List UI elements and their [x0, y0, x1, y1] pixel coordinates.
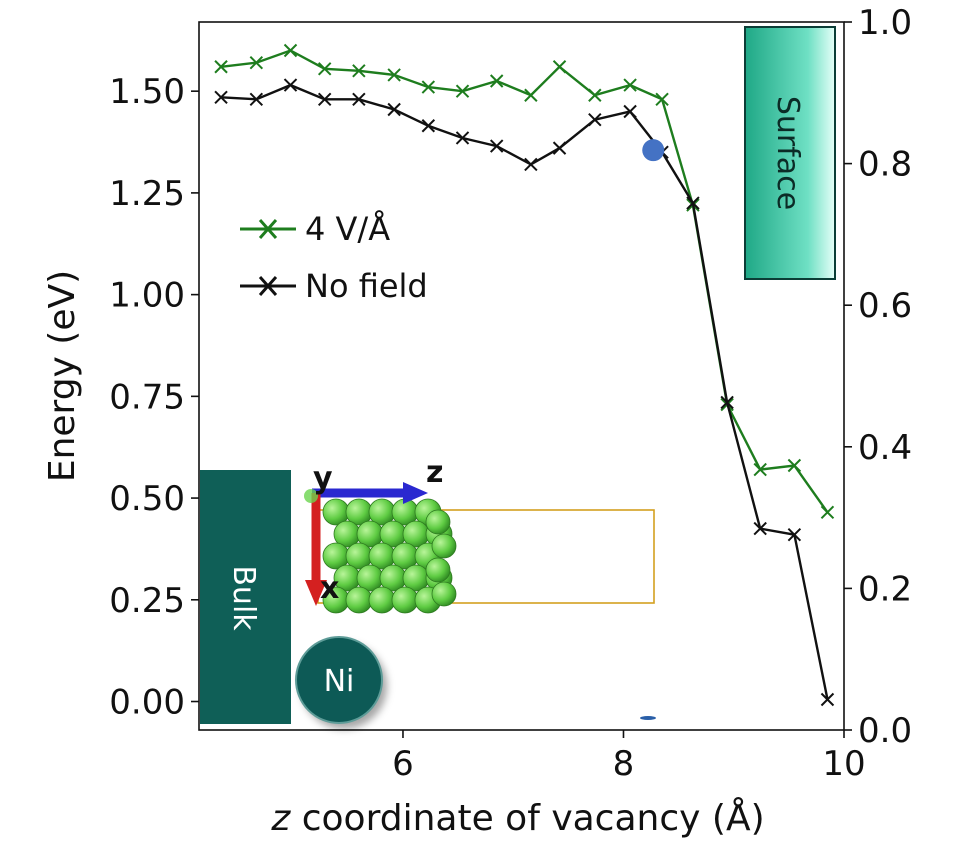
bottom-mark	[640, 716, 656, 720]
data-point-1	[387, 102, 401, 117]
data-point-0	[455, 84, 470, 98]
y2-tick-label: 0.0	[858, 711, 912, 751]
ni-atom	[391, 586, 419, 614]
ni-atom	[425, 557, 451, 583]
x-axis-title-rest: coordinate of vacancy (Å)	[290, 796, 764, 839]
data-point-0	[352, 64, 366, 78]
y2-tick-label: 0.2	[858, 569, 912, 609]
series-layer	[214, 43, 835, 707]
x-tick-label: 10	[822, 744, 865, 784]
highlight-point	[642, 139, 665, 162]
data-point-1	[317, 92, 332, 107]
x-axis: 6 8 10	[392, 730, 866, 784]
data-point-0	[214, 60, 228, 74]
data-point-1	[352, 92, 366, 107]
data-point-1	[623, 104, 637, 119]
data-point-1	[489, 139, 504, 153]
ni-atom	[368, 586, 396, 614]
series-line-1	[221, 83, 829, 700]
data-point-0	[249, 55, 264, 70]
data-point-0	[655, 92, 669, 107]
data-point-1	[214, 90, 228, 104]
y-axis-right: 0.0 0.2 0.4 0.6 0.8 1.0	[844, 3, 912, 751]
data-point-1	[524, 157, 538, 172]
data-point-0	[317, 62, 332, 76]
legend-label-4v: 4 V/Å	[305, 210, 390, 248]
bulk-label: Bulk	[226, 565, 261, 631]
x-tick-label: 6	[392, 744, 414, 784]
data-point-1	[720, 395, 734, 410]
y-axis-title: Energy (eV)	[42, 270, 83, 482]
data-point-0	[387, 68, 401, 82]
y-tick-label: 0.25	[109, 581, 185, 621]
plot-frame	[198, 21, 845, 731]
bulk-box: Bulk	[200, 470, 291, 724]
ni-atom	[425, 509, 451, 535]
data-point-1	[820, 692, 835, 707]
data-point-1	[787, 527, 802, 542]
data-point-1	[249, 92, 264, 107]
y2-tick-label: 0.8	[858, 145, 912, 185]
y-tick-label: 0.75	[109, 377, 185, 417]
y2-tick-label: 0.4	[858, 428, 912, 468]
ni-atom	[431, 581, 457, 607]
data-point-0	[283, 43, 298, 58]
x-tick-label: 8	[613, 744, 635, 784]
crystal-inset: z y x	[304, 455, 655, 614]
legend-label-no-field: No field	[305, 267, 428, 305]
data-point-1	[421, 119, 436, 133]
y-tick-label: 0.50	[109, 479, 185, 519]
ni-atom	[431, 533, 457, 559]
data-point-1	[283, 78, 298, 92]
y-tick-label: 0.00	[109, 683, 185, 723]
data-point-0	[820, 505, 835, 520]
data-point-1	[455, 131, 470, 145]
y-tick-label: 1.50	[109, 72, 185, 112]
x-axis-title: z coordinate of vacancy (Å)	[270, 796, 764, 839]
data-point-0	[588, 88, 602, 102]
surface-label: Surface	[770, 96, 805, 210]
data-point-1	[552, 141, 567, 155]
legend: 4 V/Å No field	[240, 210, 428, 305]
y-tick-label: 1.25	[109, 174, 185, 214]
data-point-0	[623, 78, 637, 92]
axis-y-label: y	[313, 461, 333, 496]
ni-atom	[345, 586, 373, 614]
data-point-0	[753, 462, 767, 477]
y2-tick-label: 0.6	[858, 286, 912, 326]
axis-x-label: x	[320, 571, 339, 606]
ni-label: Ni	[324, 664, 355, 699]
y-tick-label: 1.00	[109, 276, 185, 316]
data-point-1	[588, 112, 602, 127]
y-axis-left: 0.00 0.25 0.50 0.75 1.00 1.25 1.50	[109, 72, 199, 723]
data-point-0	[421, 80, 436, 94]
data-point-0	[489, 74, 504, 88]
legend-item-no-field: No field	[240, 267, 428, 305]
ni-atom-cluster	[322, 498, 457, 614]
surface-box: Surface	[744, 26, 836, 280]
ni-badge: Ni	[295, 636, 383, 724]
data-point-1	[686, 196, 700, 210]
data-point-0	[787, 458, 802, 473]
axis-z-label: z	[426, 455, 443, 490]
data-point-0	[552, 60, 567, 74]
data-point-0	[524, 88, 538, 102]
x-axis-title-italic: z	[270, 798, 291, 839]
data-point-1	[753, 521, 767, 536]
y2-tick-label: 1.0	[858, 3, 912, 43]
legend-item-4v: 4 V/Å	[240, 210, 390, 248]
